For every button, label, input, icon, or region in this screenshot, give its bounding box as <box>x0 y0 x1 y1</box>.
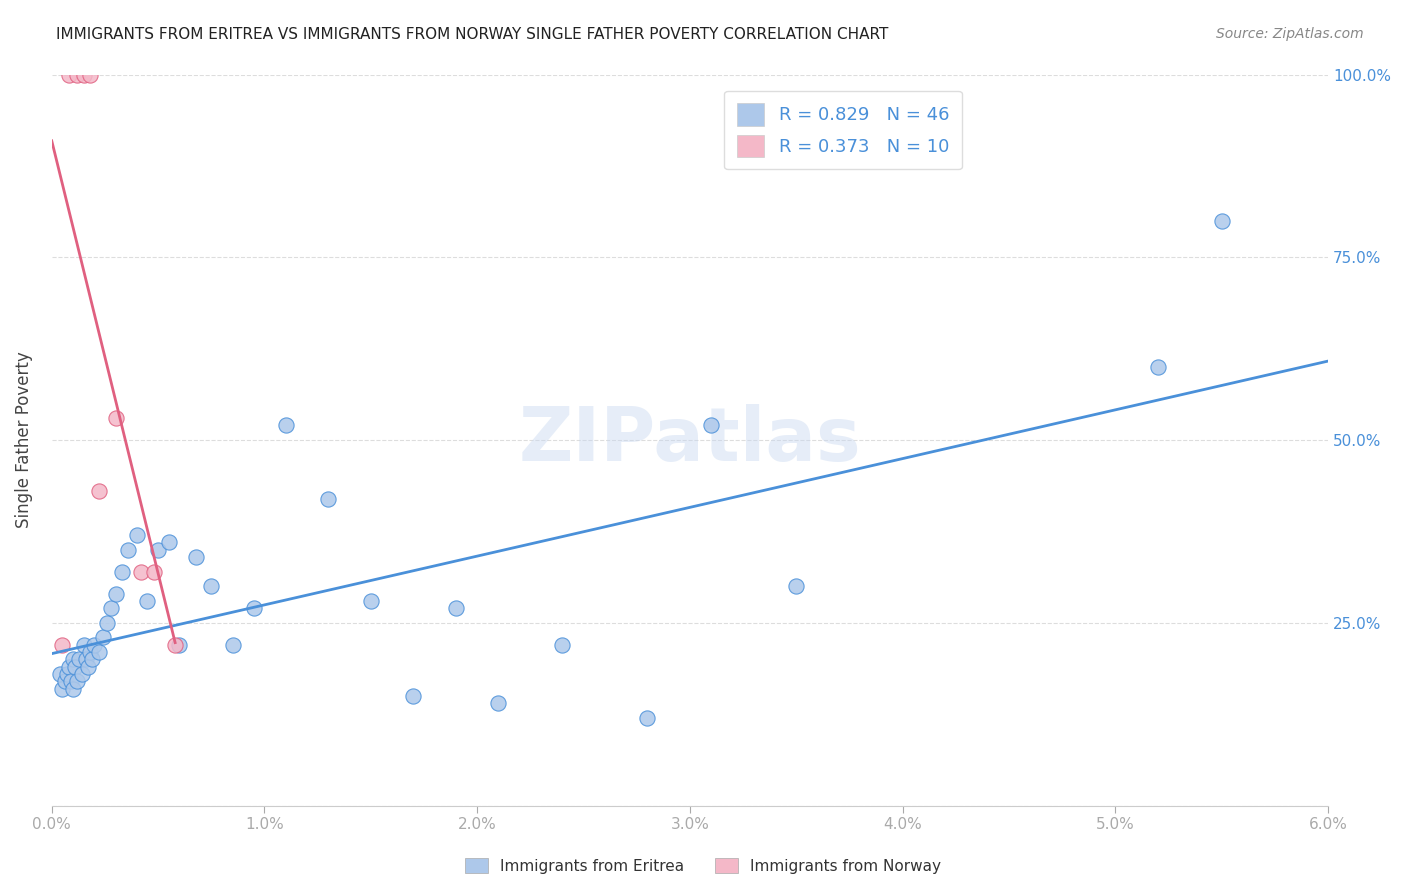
Point <box>58 659 80 673</box>
Legend: R = 0.829   N = 46, R = 0.373   N = 10: R = 0.829 N = 46, R = 0.373 N = 10 <box>724 91 962 169</box>
Y-axis label: Single Father Poverty: Single Father Poverty <box>15 351 32 528</box>
Point <box>87 645 110 659</box>
Point <box>67 652 90 666</box>
Point <box>66 674 89 689</box>
Point <box>169 638 191 652</box>
Point <box>66 68 89 82</box>
Point <box>59 674 82 689</box>
Point <box>87 484 110 499</box>
Point <box>221 638 243 652</box>
Point <box>636 711 658 725</box>
Point <box>125 528 148 542</box>
Point <box>104 411 127 425</box>
Point <box>142 565 165 579</box>
Point <box>117 542 139 557</box>
Point <box>96 615 118 630</box>
Point <box>70 667 93 681</box>
Point <box>316 491 339 506</box>
Point <box>55 667 77 681</box>
Point <box>83 638 105 652</box>
Point <box>51 681 73 696</box>
Point <box>1147 359 1170 374</box>
Point <box>1211 213 1233 227</box>
Point <box>785 579 807 593</box>
Point <box>75 652 97 666</box>
Point <box>402 689 425 703</box>
Point <box>82 652 104 666</box>
Text: Source: ZipAtlas.com: Source: ZipAtlas.com <box>1216 27 1364 41</box>
Point <box>49 667 72 681</box>
Point <box>62 652 84 666</box>
Point <box>104 586 127 600</box>
Text: ZIPatlas: ZIPatlas <box>519 403 862 476</box>
Point <box>62 681 84 696</box>
Point <box>146 542 169 557</box>
Point <box>100 601 122 615</box>
Point <box>111 565 134 579</box>
Legend: Immigrants from Eritrea, Immigrants from Norway: Immigrants from Eritrea, Immigrants from… <box>458 852 948 880</box>
Point <box>551 638 574 652</box>
Text: IMMIGRANTS FROM ERITREA VS IMMIGRANTS FROM NORWAY SINGLE FATHER POVERTY CORRELAT: IMMIGRANTS FROM ERITREA VS IMMIGRANTS FR… <box>56 27 889 42</box>
Point <box>700 418 723 433</box>
Point <box>186 549 208 564</box>
Point <box>53 674 76 689</box>
Point <box>73 638 96 652</box>
Point <box>488 696 510 710</box>
Point <box>165 638 187 652</box>
Point <box>157 535 180 549</box>
Point <box>58 68 80 82</box>
Point <box>243 601 266 615</box>
Point <box>79 645 101 659</box>
Point <box>51 638 73 652</box>
Point <box>444 601 467 615</box>
Point <box>77 659 100 673</box>
Point <box>360 594 382 608</box>
Point <box>91 631 114 645</box>
Point <box>274 418 297 433</box>
Point <box>200 579 222 593</box>
Point <box>136 594 159 608</box>
Point <box>79 68 101 82</box>
Point <box>63 659 86 673</box>
Point <box>73 68 96 82</box>
Point <box>129 565 152 579</box>
